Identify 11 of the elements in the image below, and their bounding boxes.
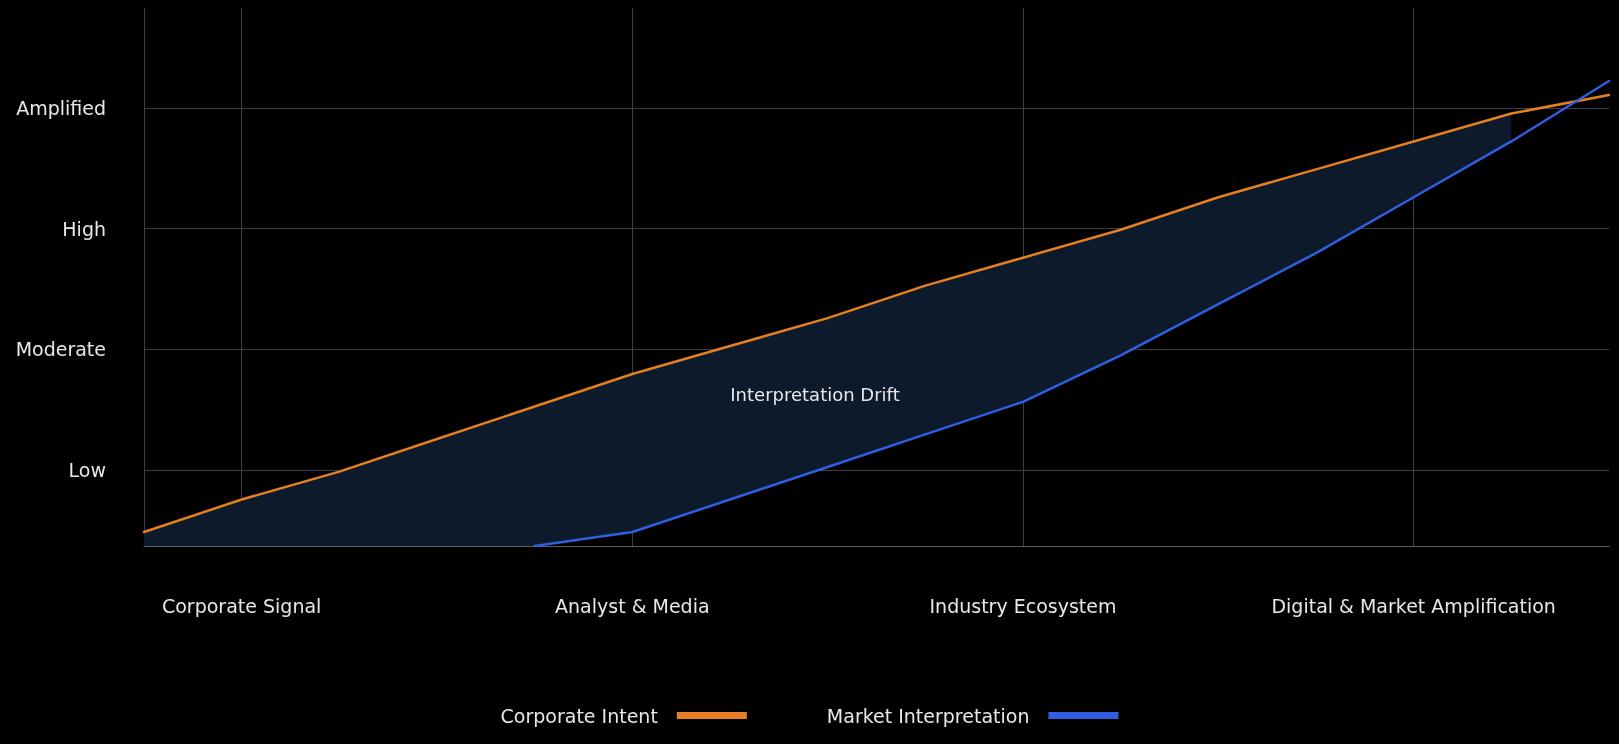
x-tick-label: Analyst & Media	[555, 594, 710, 617]
x-tick-label: Corporate Signal	[161, 594, 322, 617]
category-label: Low	[68, 459, 106, 481]
annotation: Interpretation Drift	[730, 383, 900, 405]
category-label: Amplified	[16, 97, 106, 119]
category-label: Moderate	[15, 338, 106, 361]
x-tick-label: Digital & Market Amplification	[1271, 594, 1556, 617]
category-label: High	[62, 217, 106, 240]
legend-label: Corporate Intent	[500, 704, 658, 727]
legend-label: Market Interpretation	[826, 704, 1030, 727]
x-tick-label: Industry Ecosystem	[929, 594, 1117, 617]
